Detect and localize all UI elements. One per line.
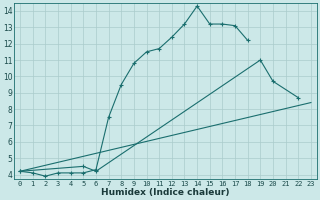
X-axis label: Humidex (Indice chaleur): Humidex (Indice chaleur) [101,188,230,197]
